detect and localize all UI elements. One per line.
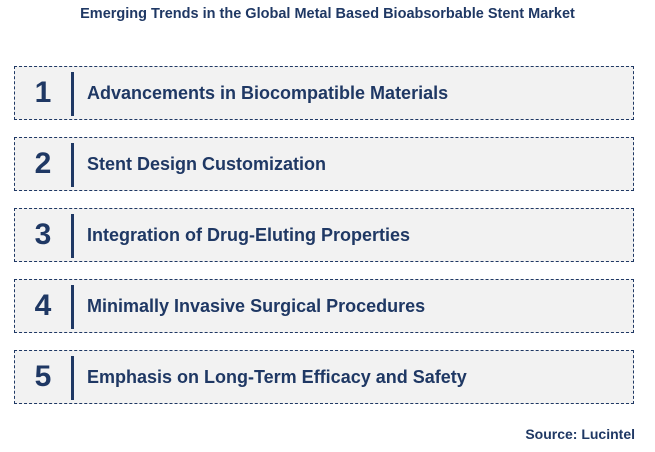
diagram-title: Emerging Trends in the Global Metal Base…: [80, 6, 575, 22]
divider-bar: [71, 356, 74, 400]
trend-label: Advancements in Biocompatible Materials: [87, 82, 449, 103]
trend-number: 3: [34, 218, 52, 251]
trend-item-3: 3 Integration of Drug-Eluting Properties: [14, 208, 634, 262]
trend-number: 1: [34, 76, 52, 109]
divider-bar: [71, 143, 74, 187]
divider-bar: [71, 72, 74, 116]
trend-list: 1 Advancements in Biocompatible Material…: [14, 66, 634, 421]
divider-bar: [71, 285, 74, 329]
trend-label: Stent Design Customization: [87, 153, 327, 174]
trend-number: 5: [34, 360, 52, 393]
trend-item-2: 2 Stent Design Customization: [14, 137, 634, 191]
trend-item-4: 4 Minimally Invasive Surgical Procedures: [14, 279, 634, 333]
trend-label: Minimally Invasive Surgical Procedures: [87, 295, 426, 316]
source-credit: Source: Lucintel: [525, 426, 635, 442]
trend-number: 4: [34, 289, 52, 322]
trend-item-1: 1 Advancements in Biocompatible Material…: [14, 66, 634, 120]
trend-number: 2: [34, 147, 52, 180]
trend-label: Emphasis on Long-Term Efficacy and Safet…: [87, 366, 467, 387]
trend-label: Integration of Drug-Eluting Properties: [87, 224, 410, 245]
divider-bar: [71, 214, 74, 258]
trend-item-5: 5 Emphasis on Long-Term Efficacy and Saf…: [14, 350, 634, 404]
